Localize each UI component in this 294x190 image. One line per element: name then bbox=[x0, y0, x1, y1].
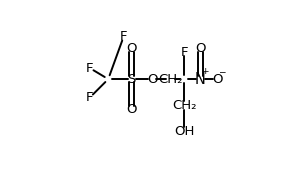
Text: O: O bbox=[147, 73, 157, 86]
Text: O: O bbox=[126, 103, 137, 116]
Text: +: + bbox=[201, 67, 208, 76]
Text: CH₂: CH₂ bbox=[172, 99, 197, 112]
Text: F: F bbox=[120, 30, 127, 43]
Text: F: F bbox=[86, 91, 94, 104]
Text: N: N bbox=[195, 72, 206, 87]
Text: OH: OH bbox=[174, 125, 195, 138]
Text: O: O bbox=[126, 42, 137, 55]
Text: O: O bbox=[212, 73, 223, 86]
Text: F: F bbox=[181, 46, 188, 59]
Text: O: O bbox=[195, 42, 206, 55]
Text: F: F bbox=[86, 62, 94, 75]
Text: −: − bbox=[218, 67, 226, 76]
Text: S: S bbox=[128, 73, 136, 86]
Text: CH₂: CH₂ bbox=[158, 73, 183, 86]
